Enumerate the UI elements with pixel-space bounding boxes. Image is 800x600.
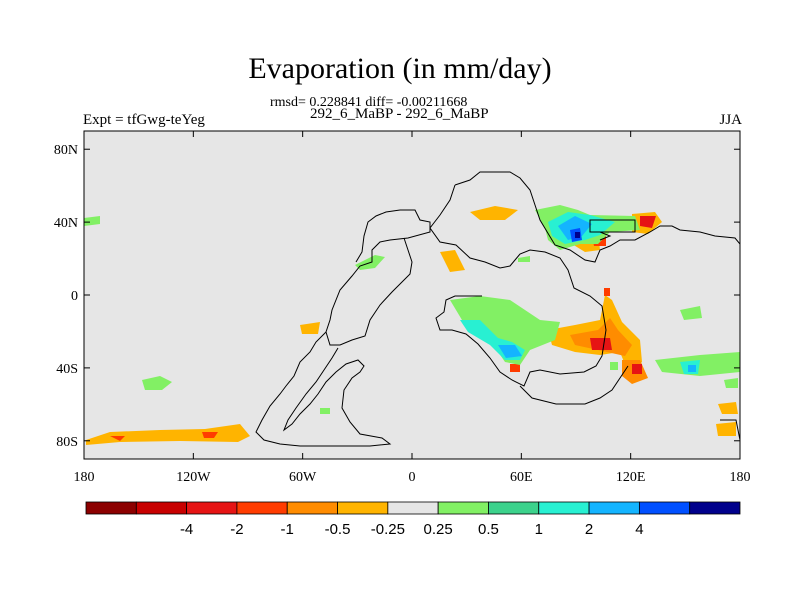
colorbar-swatch <box>85 501 137 515</box>
anomaly-region <box>470 206 518 220</box>
y-tick-label: 80N <box>54 143 78 158</box>
anomaly-region <box>142 376 172 390</box>
y-tick-label: 80S <box>56 435 78 450</box>
anomaly-region <box>84 216 100 226</box>
coastline-eastern <box>720 419 740 441</box>
colorbar-swatch <box>437 501 489 515</box>
colorbar-label: -1 <box>281 521 294 538</box>
anomaly-region <box>202 432 218 438</box>
x-tick-label: 60W <box>289 470 317 485</box>
x-tick-label: 120E <box>616 470 646 485</box>
anomaly-region <box>450 296 560 365</box>
y-tick-label: 0 <box>71 289 78 304</box>
anomaly-region <box>320 408 330 414</box>
colorbar-label: -2 <box>230 521 243 538</box>
colorbar-label: -4 <box>180 521 193 538</box>
coastline-western <box>355 209 401 263</box>
y-tick-label: 40N <box>54 216 78 231</box>
colorbar-swatch <box>387 501 439 515</box>
stats-line: rmsd= 0.228841 diff= -0.00211668 <box>270 95 468 110</box>
experiment-label: Expt = tfGwg-teYeg <box>83 112 205 128</box>
coastline-eastern <box>519 365 629 405</box>
y-axis: 80N 40N 0 40S 80S <box>54 143 740 450</box>
anomaly-region <box>86 424 250 445</box>
anomaly-region <box>718 402 738 414</box>
x-tick-label: 0 <box>409 470 416 485</box>
x-tick-label: 60E <box>510 470 533 485</box>
coastline-western <box>325 209 431 346</box>
colorbar-swatch <box>286 501 338 515</box>
anomaly-region <box>570 318 632 356</box>
anomaly-region <box>610 362 618 370</box>
colorbar-swatch <box>488 501 540 515</box>
anomaly-region <box>680 306 702 320</box>
x-axis: 180 120W 60W 0 60E 120E 180 <box>74 131 751 485</box>
anomaly-region <box>716 422 736 436</box>
coastline-western <box>255 331 392 447</box>
coastline-eastern <box>589 219 636 233</box>
colorbar-swatch <box>337 501 389 515</box>
colorbar-label: 0.25 <box>424 521 453 538</box>
map-background <box>84 131 740 459</box>
colorbar-label: 2 <box>585 521 593 538</box>
coastline-eastern <box>429 184 607 387</box>
colorbar-label: 4 <box>635 521 643 538</box>
colorbar-label: -0.25 <box>371 521 405 538</box>
x-tick-label: 120W <box>176 470 211 485</box>
coastline-eastern <box>599 231 612 241</box>
field-contours <box>84 205 740 445</box>
anomaly-region <box>590 338 612 350</box>
x-tick-label: 180 <box>74 470 95 485</box>
colorbar-label: -0.5 <box>325 521 351 538</box>
colorbar-label: 0.5 <box>478 521 499 538</box>
anomaly-region <box>498 345 522 358</box>
anomaly-region <box>575 232 580 238</box>
colorbar-swatch <box>186 501 238 515</box>
coastline-eastern <box>454 171 740 263</box>
season-label: JJA <box>719 112 742 128</box>
anomaly-region <box>604 288 610 296</box>
anomaly-region <box>440 250 465 272</box>
colorbar-swatch <box>689 501 741 515</box>
anomaly-region <box>510 364 520 372</box>
anomaly-region <box>518 256 530 262</box>
colorbar-swatch <box>236 501 288 515</box>
colorbar: -4 -2 -1 -0.5 -0.25 0.25 0.5 1 2 4 <box>85 501 741 538</box>
anomaly-region <box>558 216 592 240</box>
coastlines <box>255 171 740 447</box>
x-tick-label: 180 <box>730 470 751 485</box>
anomaly-region <box>632 364 642 374</box>
y-tick-label: 40S <box>56 362 78 377</box>
colorbar-swatch <box>135 501 188 515</box>
anomaly-region <box>688 365 696 372</box>
anomaly-region <box>110 436 125 441</box>
plot-title: Evaporation (in mm/day) <box>248 52 552 85</box>
plot-subtitle: 292_6_MaBP - 292_6_MaBP <box>310 106 489 122</box>
colorbar-label: 1 <box>535 521 543 538</box>
colorbar-swatch <box>538 501 590 515</box>
colorbar-swatch <box>638 501 691 515</box>
anomaly-region <box>724 378 738 388</box>
anomaly-region <box>300 322 320 334</box>
colorbar-swatch <box>588 501 640 515</box>
anomaly-region <box>640 216 656 228</box>
